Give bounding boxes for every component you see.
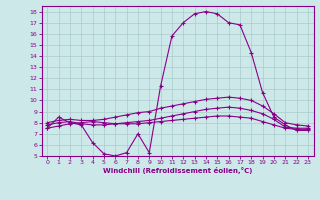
X-axis label: Windchill (Refroidissement éolien,°C): Windchill (Refroidissement éolien,°C) (103, 167, 252, 174)
